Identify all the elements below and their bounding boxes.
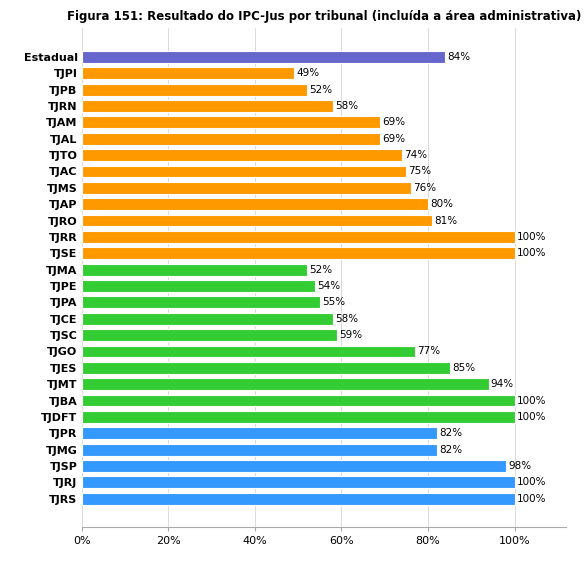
Text: 77%: 77% bbox=[417, 346, 440, 357]
Bar bbox=[82, 362, 450, 374]
Text: 75%: 75% bbox=[409, 167, 432, 176]
Bar bbox=[82, 215, 432, 226]
Text: 69%: 69% bbox=[383, 134, 406, 144]
Bar bbox=[82, 51, 445, 63]
Text: 85%: 85% bbox=[452, 363, 475, 373]
Text: 100%: 100% bbox=[517, 412, 546, 422]
Bar bbox=[82, 411, 515, 423]
Text: 76%: 76% bbox=[413, 183, 436, 193]
Bar bbox=[82, 149, 402, 161]
Bar bbox=[82, 280, 315, 292]
Text: 55%: 55% bbox=[322, 297, 345, 307]
Text: 80%: 80% bbox=[430, 199, 453, 209]
Bar bbox=[82, 231, 515, 243]
Text: 58%: 58% bbox=[335, 101, 358, 111]
Bar bbox=[82, 444, 437, 455]
Bar bbox=[82, 378, 489, 390]
Text: 54%: 54% bbox=[318, 281, 340, 291]
Text: 82%: 82% bbox=[439, 428, 462, 438]
Bar bbox=[82, 116, 380, 128]
Bar bbox=[82, 460, 506, 472]
Text: 100%: 100% bbox=[517, 477, 546, 488]
Bar bbox=[82, 428, 437, 439]
Text: 82%: 82% bbox=[439, 445, 462, 455]
Bar bbox=[82, 198, 428, 210]
Bar bbox=[82, 313, 333, 325]
Text: 52%: 52% bbox=[309, 265, 332, 274]
Text: 84%: 84% bbox=[447, 52, 471, 62]
Text: 100%: 100% bbox=[517, 494, 546, 503]
Bar bbox=[82, 247, 515, 259]
Text: 58%: 58% bbox=[335, 314, 358, 324]
Text: 52%: 52% bbox=[309, 84, 332, 95]
Bar bbox=[82, 329, 337, 341]
Text: 69%: 69% bbox=[383, 117, 406, 128]
Bar bbox=[82, 297, 320, 308]
Text: 81%: 81% bbox=[434, 215, 458, 226]
Bar bbox=[82, 182, 411, 194]
Text: 94%: 94% bbox=[491, 379, 514, 389]
Text: 100%: 100% bbox=[517, 396, 546, 405]
Text: 74%: 74% bbox=[404, 150, 427, 160]
Text: 100%: 100% bbox=[517, 232, 546, 242]
Bar bbox=[82, 345, 415, 357]
Bar bbox=[82, 67, 294, 79]
Bar bbox=[82, 100, 333, 112]
Text: 98%: 98% bbox=[508, 461, 531, 471]
Bar bbox=[82, 476, 515, 488]
Bar bbox=[82, 166, 406, 177]
Bar bbox=[82, 133, 380, 145]
Title: Figura 151: Resultado do IPC-Jus por tribunal (incluída a área administrativa): Figura 151: Resultado do IPC-Jus por tri… bbox=[67, 10, 581, 23]
Text: 49%: 49% bbox=[296, 68, 319, 78]
Bar bbox=[82, 493, 515, 505]
Text: 59%: 59% bbox=[339, 330, 363, 340]
Text: 100%: 100% bbox=[517, 248, 546, 259]
Bar bbox=[82, 84, 307, 95]
Bar bbox=[82, 395, 515, 407]
Bar bbox=[82, 264, 307, 276]
